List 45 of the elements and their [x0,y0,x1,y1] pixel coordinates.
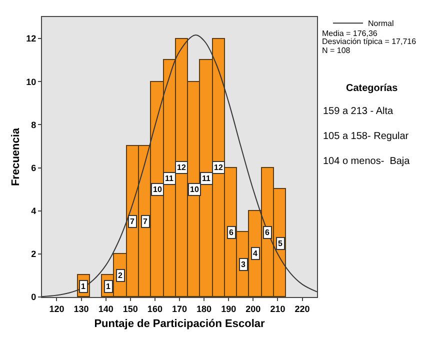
y-tick-label: 0 [31,292,36,302]
text: Categorías [346,83,398,94]
x-tick-label: 210 [270,304,286,314]
x-tick-label: 200 [246,304,261,314]
y-tick-label: 6 [31,162,36,173]
data-label: 5 [278,239,283,248]
x-tick-label: 120 [49,304,64,314]
data-label: 11 [165,174,174,183]
y-tick-label: 2 [31,249,36,260]
y-tick-label: 10 [26,76,36,87]
data-label: 4 [253,249,258,258]
data-label: 10 [153,185,162,194]
x-axis-title: Puntaje de Participación Escolar [94,318,266,330]
text: N = 108 [322,46,351,55]
text: Desviación típica = 17,716 [322,37,417,46]
y-axis-title: Frecuencia [10,127,22,186]
y-tick-label: 12 [26,34,36,44]
data-label: 1 [81,282,86,291]
x-tick-label: 150 [122,304,138,314]
legend-label: Normal [368,19,394,28]
y-tick-label: 4 [31,206,36,216]
x-tick-label: 180 [196,304,212,314]
data-label: 7 [143,217,148,226]
data-label: 1 [106,282,111,291]
text: 159 a 213 - Alta [323,106,394,117]
y-tick-label: 8 [31,120,36,130]
data-label: 2 [118,271,123,280]
data-label: 6 [229,228,234,237]
data-label: 7 [130,217,135,226]
x-tick-label: 220 [294,304,310,314]
data-label: 12 [214,163,224,172]
text: Media = 176,36 [322,29,378,38]
x-tick-label: 190 [221,304,236,314]
text: 104 o menos- Baja [323,156,410,167]
x-tick-label: 140 [98,304,114,314]
x-tick-label: 170 [172,304,188,314]
line-series [42,34,317,297]
x-tick-label: 160 [147,304,162,314]
data-label: 12 [177,163,186,172]
data-label: 3 [241,260,246,269]
data-label: 6 [265,228,270,237]
x-tick-label: 130 [74,304,89,314]
text: 105 a 158- Regular [323,131,410,142]
data-label: 10 [190,185,200,194]
data-label: 11 [202,174,212,183]
